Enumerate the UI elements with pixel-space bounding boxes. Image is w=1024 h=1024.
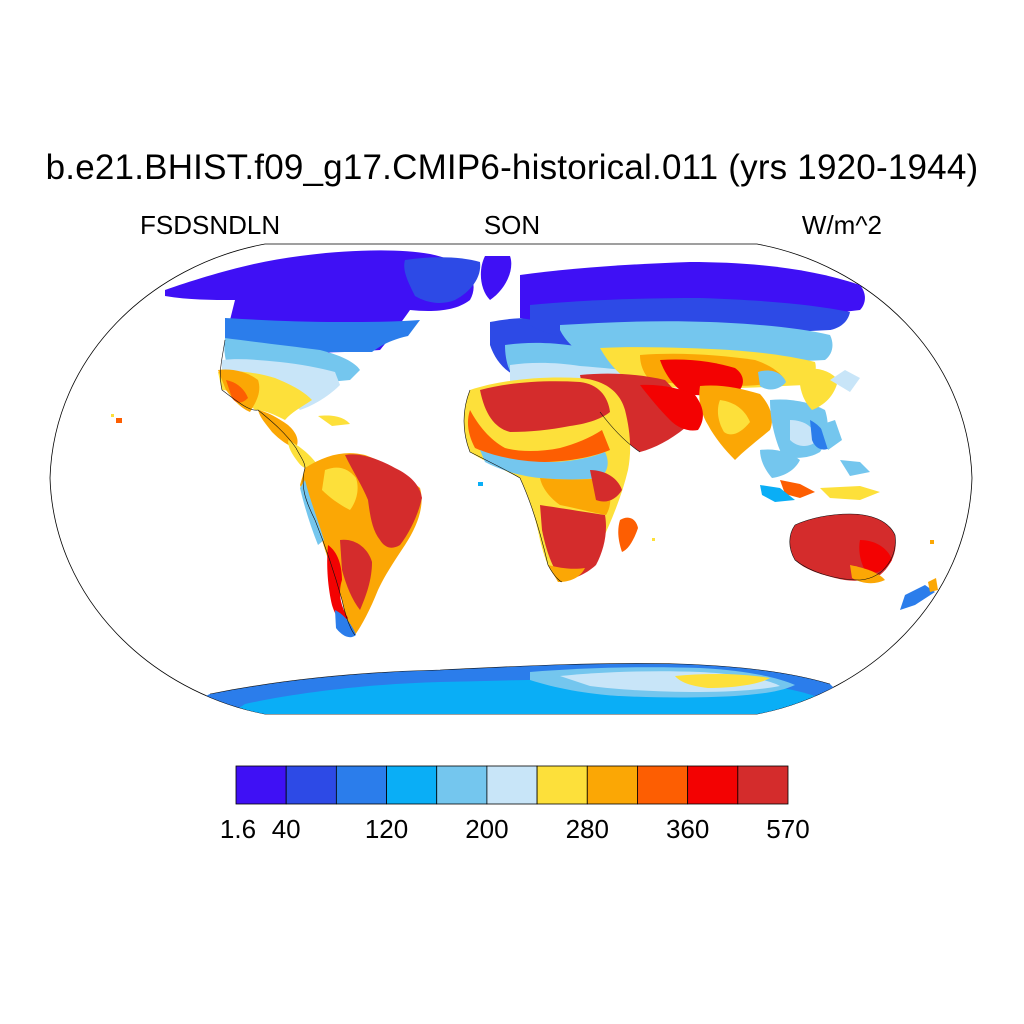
colorbar-box bbox=[335, 765, 387, 805]
antarctica bbox=[165, 663, 860, 714]
colorbar-box bbox=[586, 765, 638, 805]
colorbar-box bbox=[687, 765, 739, 805]
colorbar-box bbox=[637, 765, 689, 805]
units-label: W/m^2 bbox=[801, 210, 882, 240]
variable-label: FSDSNDLN bbox=[140, 210, 281, 240]
greenland bbox=[404, 257, 481, 303]
colorbar-box bbox=[536, 765, 588, 805]
south-america bbox=[300, 453, 422, 638]
colorbar-label: 570 bbox=[766, 814, 809, 844]
africa bbox=[464, 377, 638, 582]
north-america bbox=[165, 250, 512, 470]
colorbar-label: 40 bbox=[272, 814, 301, 844]
plot-title: b.e21.BHIST.f09_g17.CMIP6-historical.011… bbox=[45, 148, 979, 187]
colorbar-box bbox=[285, 765, 337, 805]
colorbar-label: 280 bbox=[566, 814, 609, 844]
hawaii bbox=[116, 418, 122, 423]
colorbar-label: 1.6 bbox=[220, 814, 256, 844]
colorbar-box bbox=[386, 765, 438, 805]
colorbar-box bbox=[436, 765, 488, 805]
colorbar-label: 360 bbox=[666, 814, 709, 844]
colorbar-label: 120 bbox=[365, 814, 408, 844]
colorbar-label: 200 bbox=[465, 814, 508, 844]
colorbar-box bbox=[737, 765, 789, 805]
australia bbox=[789, 514, 938, 610]
coastlines bbox=[209, 339, 896, 695]
colorbar-box bbox=[486, 765, 538, 805]
colorbar-box bbox=[235, 765, 287, 805]
season-label: SON bbox=[483, 210, 541, 240]
